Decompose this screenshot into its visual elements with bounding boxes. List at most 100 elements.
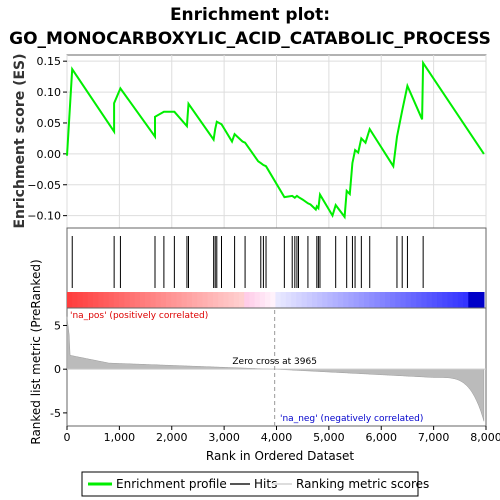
heat-bar-segment [431,292,438,308]
heat-bar-segment [317,292,323,308]
ranking-heat-bar [67,292,485,308]
enrichment-profile-line [66,59,485,220]
heat-bar-segment [202,292,209,308]
heat-bar-segment [369,292,376,308]
heat-bar-segment [77,292,84,308]
es-y-axis-label: Enrichment score (ES) [12,53,28,228]
heat-bar-segment [301,292,308,308]
heat-bar-segment [228,292,235,308]
chart-title-line1: Enrichment plot: [170,5,330,25]
heat-bar-segment [160,292,167,308]
x-tick-label: 7,000 [418,431,450,444]
heat-bar-segment [374,292,381,308]
heat-bar-segment [192,292,198,308]
heat-bar-segment [134,292,141,308]
heat-bar-segment [364,292,370,308]
x-tick-label: 4,000 [261,431,293,444]
heat-bar-segment [98,292,105,308]
heat-bar-segment [405,292,412,308]
heat-bar-segment [306,292,313,308]
heat-bar-segment [452,292,459,308]
heat-bar-segment [275,292,282,308]
hit-markers [71,236,424,288]
heat-bar-segment [457,292,464,308]
heat-bar-segment [67,292,73,308]
ranked-y-tick-label: -5 [50,407,61,420]
heat-bar-segment [82,292,89,308]
ranked-y-ticks: 5 0 -5 [50,319,67,420]
heat-bar-segment [93,292,99,308]
heat-bar-segment [337,292,344,308]
heat-bar-segment [176,292,183,308]
heat-bar-segment [259,292,266,308]
heat-bar-segment [207,292,214,308]
es-y-tick-label: 0.15 [37,55,62,68]
heat-bar-segment [358,292,365,308]
heat-bar-segment [410,292,417,308]
heat-bar-segment [285,292,292,308]
heat-bar-segment [181,292,188,308]
heat-bar-segment [327,292,334,308]
heat-bar-segment [166,292,172,308]
heat-bar-segment [223,292,230,308]
heat-bar-segment [244,292,250,308]
x-axis-ticks: 0 1,000 2,000 3,000 4,000 5,000 6,000 7,000 8,00… [64,426,500,444]
heat-bar-segment [311,292,318,308]
heat-bar-segment [343,292,350,308]
es-y-ticks: 0.15 0.10 0.05 0.00 −0.05 −0.10 [27,55,67,223]
neg-corr-label: 'na_neg' (negatively correlated) [280,414,423,424]
heat-bar-segment [468,292,475,308]
es-y-tick-label: 0.10 [37,86,62,99]
heat-bar-segment [322,292,329,308]
es-y-tick-label: 0.05 [37,117,62,130]
heat-bar-segment [437,292,443,308]
x-tick-label: 0 [64,431,71,444]
heat-bar-segment [473,292,480,308]
ranked-y-tick-label: 5 [54,319,61,332]
heat-bar-segment [129,292,136,308]
heat-bar-segment [87,292,94,308]
legend-ranking-label: Ranking metric scores [296,477,429,491]
heat-bar-segment [280,292,287,308]
x-tick-label: 6,000 [366,431,398,444]
heat-bar-segment [197,292,204,308]
heat-bar-segment [72,292,79,308]
heat-bar-segment [384,292,391,308]
heat-bar-segment [150,292,157,308]
heat-bar-segment [186,292,193,308]
x-tick-label: 5,000 [313,431,345,444]
heat-bar-segment [233,292,240,308]
legend-enrichment-label: Enrichment profile [116,477,227,491]
heat-bar-segment [171,292,178,308]
heat-bar-segment [113,292,120,308]
heat-bar-segment [212,292,219,308]
heat-bar-segment [447,292,454,308]
ranked-y-axis-label: Ranked list metric (PreRanked) [29,259,43,444]
heat-bar-segment [296,292,303,308]
es-y-tick-label: −0.05 [27,179,61,192]
es-y-tick-label: 0.00 [37,148,62,161]
heat-bar-segment [254,292,261,308]
legend-hits-label: Hits [254,477,277,491]
heat-bar-segment [103,292,110,308]
heat-bar-segment [270,292,277,308]
heat-bar-segment [145,292,151,308]
heat-bar-segment [348,292,355,308]
heat-bar-segment [139,292,146,308]
heat-bar-segment [442,292,449,308]
es-y-tick-label: −0.10 [27,210,61,223]
heat-bar-segment [390,292,396,308]
heat-bar-segment [379,292,386,308]
heat-bar-segment [218,292,224,308]
chart-title-line2: GO_MONOCARBOXYLIC_ACID_CATABOLIC_PROCESS [9,29,491,49]
x-tick-label: 2,000 [156,431,188,444]
zero-cross-label: Zero cross at 3965 [232,357,317,367]
heat-bar-segment [400,292,407,308]
ranked-y-tick-label: 0 [54,363,61,376]
heat-bar-segment [416,292,422,308]
pos-corr-label: 'na_pos' (positively correlated) [70,311,208,321]
heat-bar-segment [395,292,402,308]
heat-bar-segment [124,292,131,308]
heat-bar-segment [478,292,485,308]
